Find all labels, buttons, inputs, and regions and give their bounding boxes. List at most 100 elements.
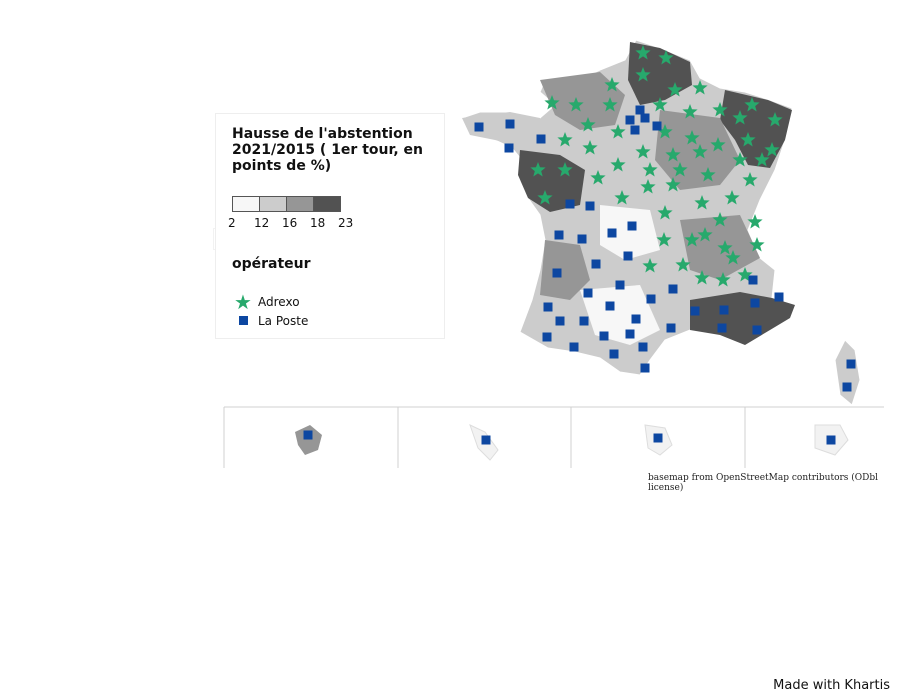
laposte-square-icon xyxy=(826,435,836,445)
adrexo-star-icon xyxy=(692,144,708,159)
adrexo-star-icon xyxy=(614,190,630,205)
adrexo-star-icon xyxy=(682,104,698,119)
adrexo-star-icon xyxy=(657,205,673,220)
laposte-square-icon xyxy=(752,325,762,335)
legend-entry-laposte-label: La Poste xyxy=(258,314,309,328)
adrexo-star-icon xyxy=(610,124,626,139)
scale-swatch-3 xyxy=(286,196,314,212)
region-light-2 xyxy=(600,205,660,260)
laposte-square-icon xyxy=(552,268,562,278)
laposte-square-icon xyxy=(615,280,625,290)
adrexo-star-icon xyxy=(635,144,651,159)
laposte-square-icon xyxy=(569,342,579,352)
square-icon xyxy=(232,314,254,328)
legend-entry-adrexo: ★ Adrexo xyxy=(232,290,300,314)
laposte-square-icon xyxy=(625,329,635,339)
adrexo-star-icon xyxy=(694,270,710,285)
laposte-square-icon xyxy=(474,122,484,132)
adrexo-star-icon xyxy=(697,227,713,242)
laposte-square-icon xyxy=(646,294,656,304)
laposte-square-icon xyxy=(719,305,729,315)
adrexo-star-icon xyxy=(667,82,683,97)
adrexo-star-icon xyxy=(715,272,731,287)
laposte-square-icon xyxy=(607,228,617,238)
adrexo-star-icon xyxy=(642,162,658,177)
adrexo-star-icon xyxy=(712,212,728,227)
laposte-square-icon xyxy=(504,143,514,153)
adrexo-star-icon xyxy=(537,190,553,205)
laposte-square-icon xyxy=(748,275,758,285)
adrexo-star-icon xyxy=(747,214,763,229)
color-scale xyxy=(232,196,341,212)
laposte-square-icon xyxy=(543,302,553,312)
laposte-square-icon xyxy=(750,298,760,308)
laposte-square-icon xyxy=(666,323,676,333)
adrexo-star-icon xyxy=(767,112,783,127)
legend-entry-adrexo-label: Adrexo xyxy=(258,295,300,309)
scale-tick-1: 2 xyxy=(228,216,236,230)
laposte-square-icon xyxy=(565,199,575,209)
adrexo-star-icon xyxy=(635,67,651,82)
adrexo-star-icon xyxy=(657,124,673,139)
legend-title: Hausse de l'abstention 2021/2015 ( 1er t… xyxy=(232,126,423,174)
adrexo-star-icon xyxy=(717,240,733,255)
map-legend: Hausse de l'abstention 2021/2015 ( 1er t… xyxy=(215,113,445,339)
adrexo-star-icon xyxy=(640,179,656,194)
laposte-square-icon xyxy=(577,234,587,244)
basemap-credit: basemap from OpenStreetMap contributors … xyxy=(648,473,879,493)
adrexo-star-icon xyxy=(656,232,672,247)
adrexo-star-icon xyxy=(675,257,691,272)
adrexo-star-icon xyxy=(764,142,780,157)
adrexo-star-icon xyxy=(658,50,674,65)
scale-tick-4: 18 xyxy=(310,216,326,230)
laposte-square-icon xyxy=(717,323,727,333)
laposte-square-icon xyxy=(668,284,678,294)
adrexo-star-icon xyxy=(568,97,584,112)
region-light-1 xyxy=(580,285,660,345)
scale-tick-3: 16 xyxy=(282,216,298,230)
adrexo-star-icon xyxy=(665,177,681,192)
region-south-east xyxy=(690,292,795,345)
adrexo-star-icon xyxy=(635,45,651,60)
laposte-square-icon xyxy=(609,349,619,359)
adrexo-star-icon xyxy=(740,132,756,147)
made-with-khartis: Made with Khartis xyxy=(773,678,890,693)
laposte-square-icon xyxy=(591,259,601,269)
laposte-square-icon xyxy=(505,119,515,129)
scale-swatch-2 xyxy=(259,196,287,212)
adrexo-star-icon xyxy=(557,162,573,177)
adrexo-star-icon xyxy=(725,250,741,265)
operator-symbols xyxy=(303,45,856,445)
adrexo-star-icon xyxy=(602,97,618,112)
legend-entry-laposte: La Poste xyxy=(232,314,308,328)
scale-tick-5: 23 xyxy=(338,216,354,230)
adrexo-star-icon xyxy=(610,157,626,172)
laposte-square-icon xyxy=(640,363,650,373)
laposte-square-icon xyxy=(846,359,856,369)
laposte-square-icon xyxy=(627,221,637,231)
scale-swatch-4 xyxy=(313,196,341,212)
laposte-square-icon xyxy=(555,316,565,326)
laposte-square-icon xyxy=(842,382,852,392)
laposte-square-icon xyxy=(554,230,564,240)
region-grey-1 xyxy=(540,72,625,130)
adrexo-star-icon xyxy=(692,80,708,95)
star-icon: ★ xyxy=(234,290,252,314)
adrexo-star-icon xyxy=(712,102,728,117)
laposte-square-icon xyxy=(635,105,645,115)
laposte-square-icon xyxy=(623,251,633,261)
laposte-square-icon xyxy=(599,331,609,341)
adrexo-star-icon xyxy=(652,97,668,112)
laposte-square-icon xyxy=(652,121,662,131)
laposte-square-icon xyxy=(605,301,615,311)
laposte-square-icon xyxy=(585,201,595,211)
scale-swatch-1 xyxy=(232,196,260,212)
adrexo-star-icon xyxy=(694,195,710,210)
adrexo-star-icon xyxy=(665,147,681,162)
adrexo-star-icon xyxy=(580,117,596,132)
adrexo-star-icon xyxy=(672,162,688,177)
adrexo-star-icon xyxy=(724,190,740,205)
laposte-square-icon xyxy=(542,332,552,342)
scale-tick-2: 12 xyxy=(254,216,270,230)
laposte-square-icon xyxy=(583,288,593,298)
